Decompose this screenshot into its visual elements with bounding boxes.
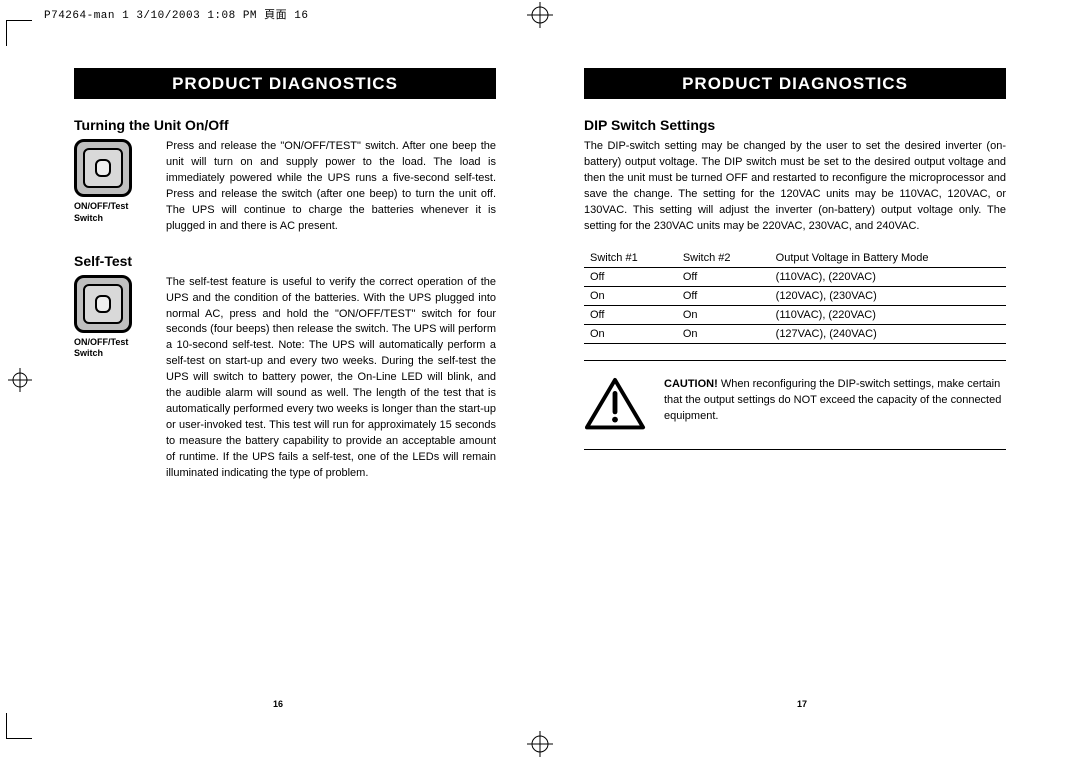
table-row: On On (127VAC), (240VAC) xyxy=(584,324,1006,343)
cell-s2: Off xyxy=(677,286,770,305)
thumb-col-onoff: ON/OFF/Test Switch xyxy=(74,139,152,235)
cell-s2: On xyxy=(677,324,770,343)
caution-block: CAUTION! When reconfiguring the DIP-swit… xyxy=(584,371,1006,439)
body-dip: The DIP-switch setting may be changed by… xyxy=(584,139,1006,235)
switch-thumbnail-2 xyxy=(74,275,132,333)
cell-out: (120VAC), (230VAC) xyxy=(770,286,1006,305)
divider-top xyxy=(584,360,1006,361)
cell-s1: On xyxy=(584,324,677,343)
table-header-row: Switch #1 Switch #2 Output Voltage in Ba… xyxy=(584,249,1006,268)
section-title-dip: DIP Switch Settings xyxy=(584,117,1006,133)
page-left: PRODUCT DIAGNOSTICS Turning the Unit On/… xyxy=(40,48,516,711)
block-selftest: ON/OFF/Test Switch The self-test feature… xyxy=(74,275,496,482)
section-title-onoff: Turning the Unit On/Off xyxy=(74,117,496,133)
cell-s2: Off xyxy=(677,267,770,286)
crop-mark-bottom-left xyxy=(6,713,32,739)
block-onoff: ON/OFF/Test Switch Press and release the… xyxy=(74,139,496,235)
section-title-selftest: Self-Test xyxy=(74,253,496,269)
body-onoff: Press and release the "ON/OFF/TEST" swit… xyxy=(166,139,496,235)
cell-s2: On xyxy=(677,305,770,324)
page-number-right: 17 xyxy=(797,699,807,709)
col-switch1: Switch #1 xyxy=(584,249,677,268)
col-switch2: Switch #2 xyxy=(677,249,770,268)
body-selftest: The self-test feature is useful to verif… xyxy=(166,275,496,482)
col-output: Output Voltage in Battery Mode xyxy=(770,249,1006,268)
table-row: Off Off (110VAC), (220VAC) xyxy=(584,267,1006,286)
registration-mark-bottom xyxy=(527,731,553,757)
cell-s1: Off xyxy=(584,267,677,286)
cell-s1: On xyxy=(584,286,677,305)
registration-mark-left xyxy=(8,368,32,392)
page-right: PRODUCT DIAGNOSTICS DIP Switch Settings … xyxy=(564,48,1040,711)
thumb-col-selftest: ON/OFF/Test Switch xyxy=(74,275,152,482)
switch-thumbnail-1 xyxy=(74,139,132,197)
table-row: On Off (120VAC), (230VAC) xyxy=(584,286,1006,305)
section-header-left: PRODUCT DIAGNOSTICS xyxy=(74,68,496,99)
thumb-caption-1: ON/OFF/Test Switch xyxy=(74,201,152,224)
registration-mark-top xyxy=(527,2,553,28)
crop-mark-top-left xyxy=(6,20,32,46)
page-number-left: 16 xyxy=(273,699,283,709)
print-header: P74264-man 1 3/10/2003 1:08 PM 頁面 16 xyxy=(44,6,308,22)
dip-switch-table: Switch #1 Switch #2 Output Voltage in Ba… xyxy=(584,249,1006,344)
cell-s1: Off xyxy=(584,305,677,324)
caution-text: CAUTION! When reconfiguring the DIP-swit… xyxy=(664,377,1006,425)
cell-out: (110VAC), (220VAC) xyxy=(770,267,1006,286)
caution-label: CAUTION! xyxy=(664,378,718,390)
divider-bottom xyxy=(584,449,1006,450)
table-row: Off On (110VAC), (220VAC) xyxy=(584,305,1006,324)
section-header-right: PRODUCT DIAGNOSTICS xyxy=(584,68,1006,99)
cell-out: (110VAC), (220VAC) xyxy=(770,305,1006,324)
thumb-caption-2: ON/OFF/Test Switch xyxy=(74,337,152,360)
page-spread: PRODUCT DIAGNOSTICS Turning the Unit On/… xyxy=(40,48,1040,711)
cell-out: (127VAC), (240VAC) xyxy=(770,324,1006,343)
warning-icon xyxy=(584,377,646,433)
